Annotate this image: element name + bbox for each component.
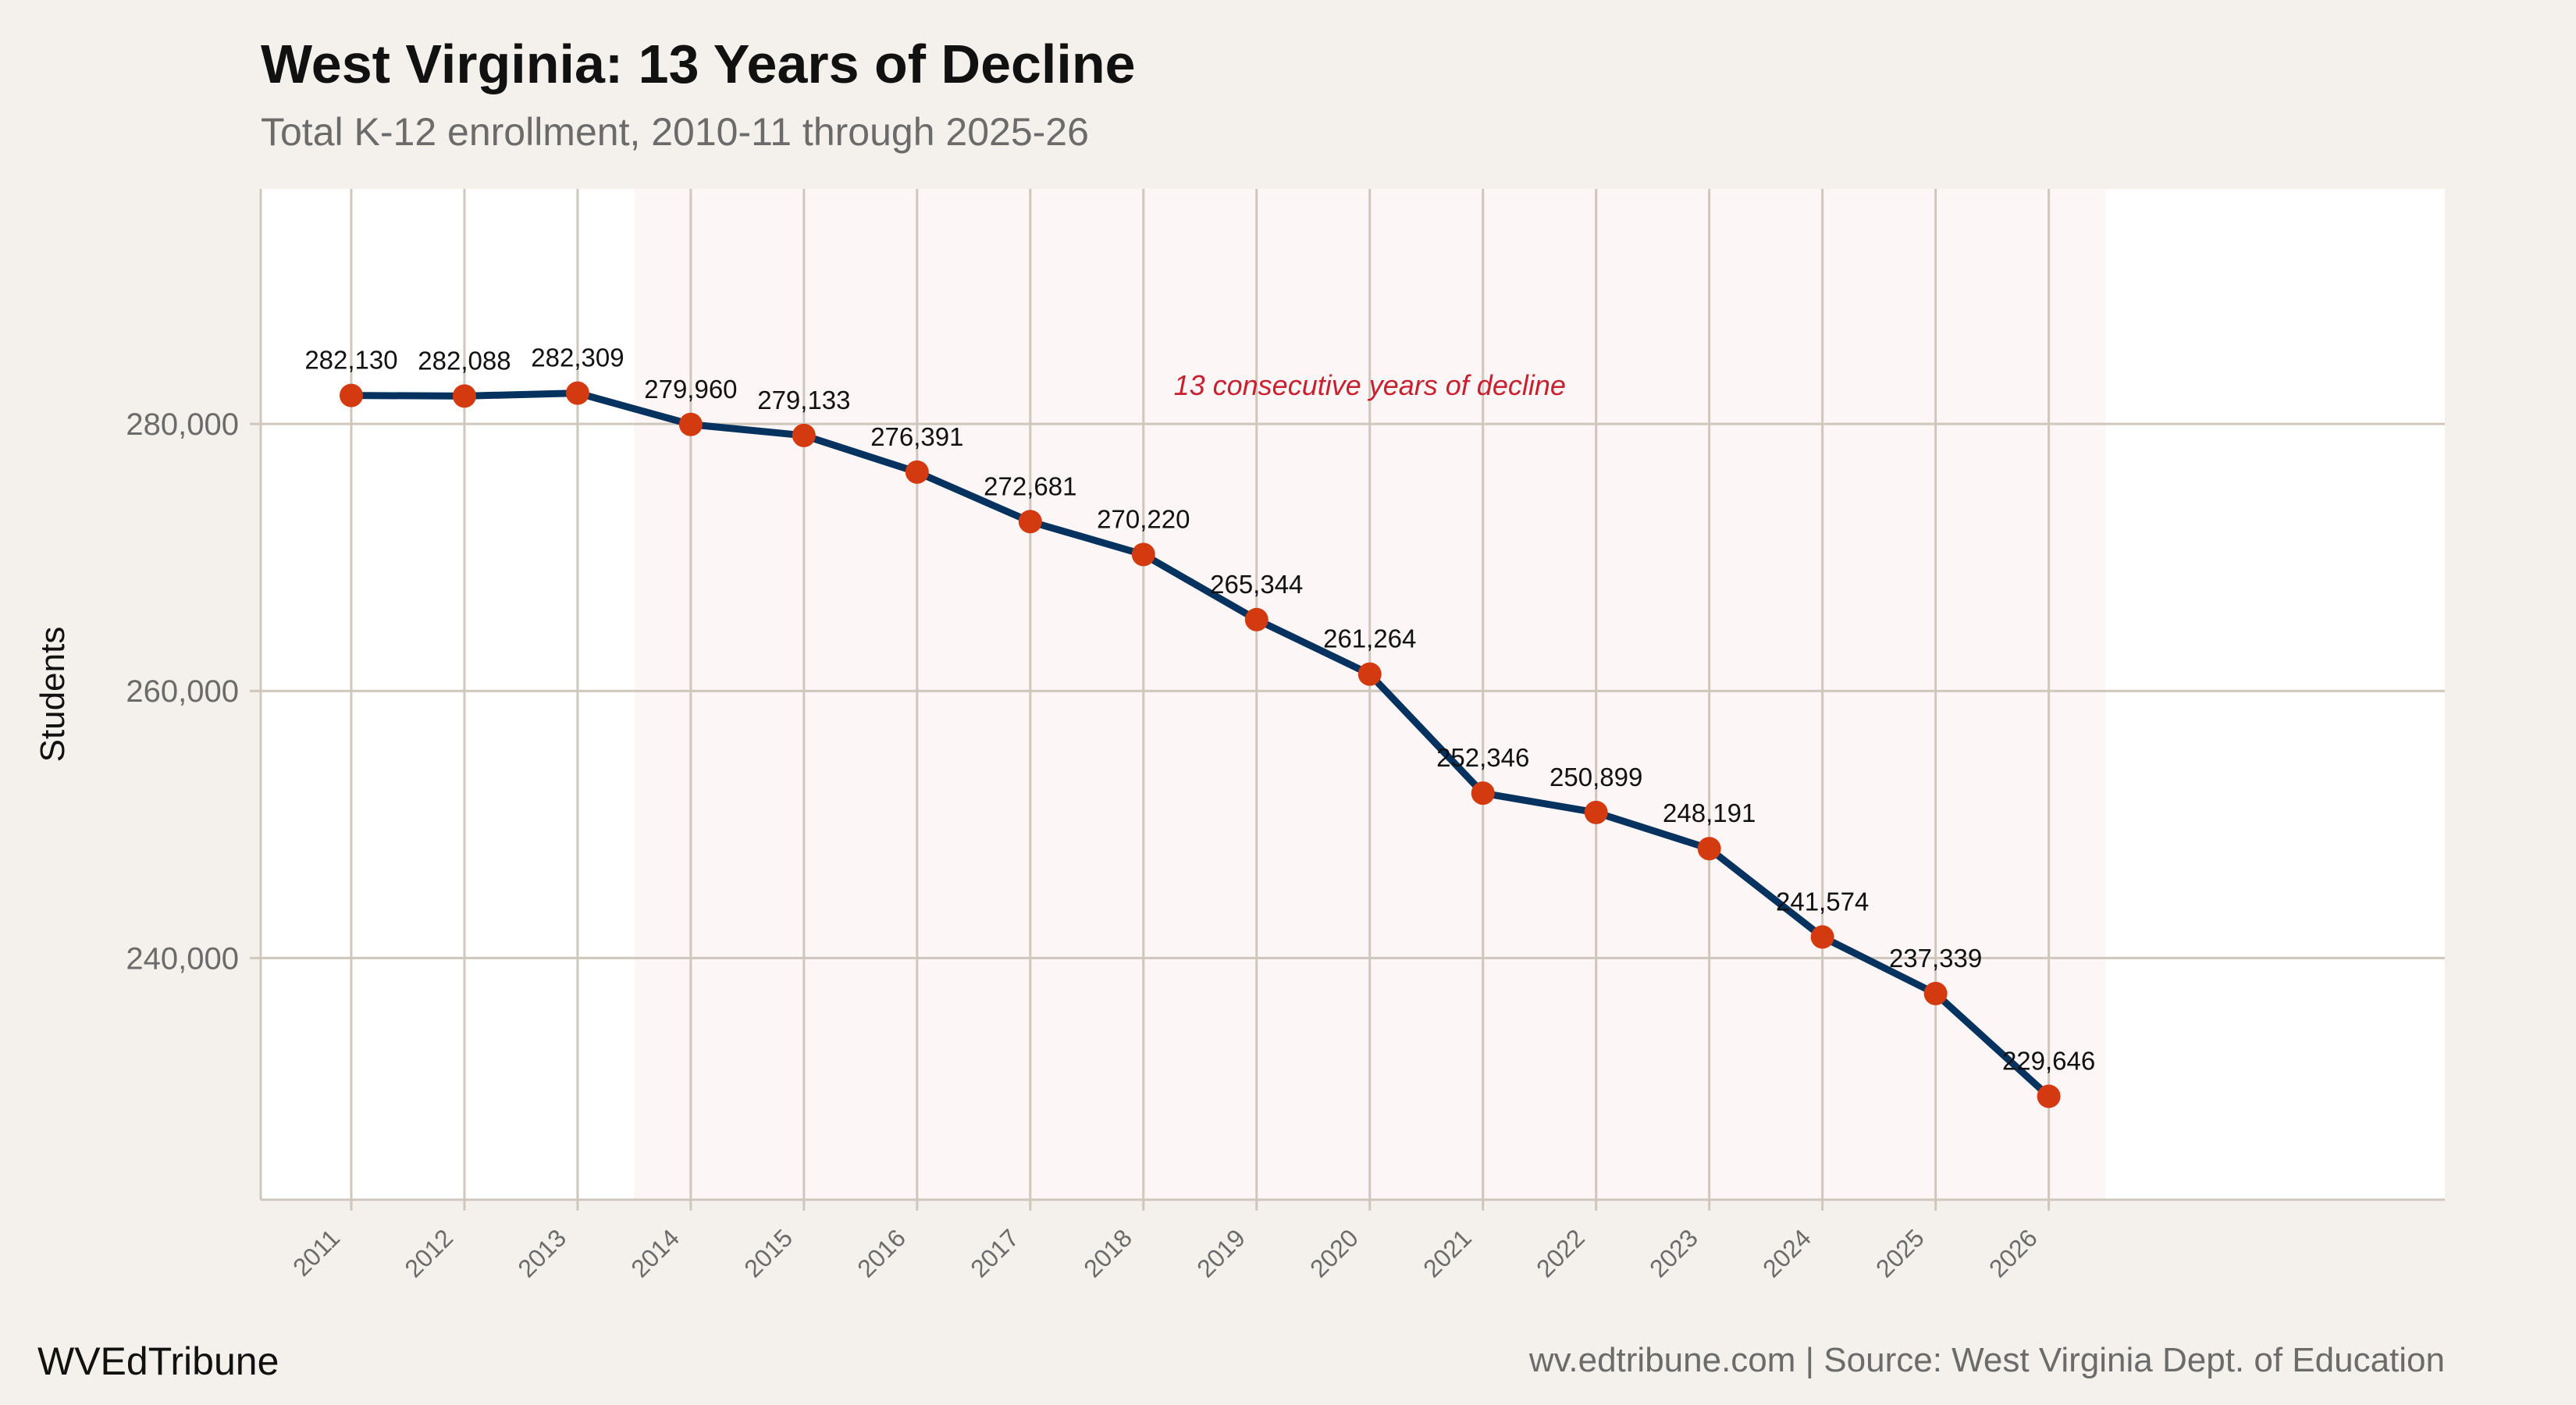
data-point <box>1357 662 1382 686</box>
data-label: 282,309 <box>531 343 624 372</box>
data-label: 265,344 <box>1210 570 1303 599</box>
data-point <box>1471 781 1495 806</box>
data-point <box>678 412 703 436</box>
data-label: 279,960 <box>644 375 737 404</box>
data-point <box>905 460 929 484</box>
brand-label: WVEdTribune <box>37 1339 279 1383</box>
x-tick-label: 2015 <box>738 1224 798 1283</box>
y-tick-label: 260,000 <box>126 674 239 709</box>
x-tick-label: 2011 <box>287 1224 345 1282</box>
x-tick-label: 2021 <box>1418 1224 1477 1283</box>
decline-annotation: 13 consecutive years of decline <box>1174 369 1566 401</box>
data-label: 261,264 <box>1323 624 1416 653</box>
data-label: 241,574 <box>1776 887 1869 916</box>
enrollment-line <box>350 389 2051 1099</box>
x-tick-label: 2025 <box>1870 1224 1930 1283</box>
data-label: 270,220 <box>1097 504 1190 533</box>
x-tick-label: 2023 <box>1644 1224 1703 1283</box>
y-axis-title: Students <box>34 627 72 763</box>
data-label: 276,391 <box>870 422 963 451</box>
source-caption: wv.edtribune.com | Source: West Virginia… <box>1528 1341 2445 1379</box>
data-label: 250,899 <box>1550 763 1642 791</box>
y-tick-label: 240,000 <box>126 941 239 976</box>
x-tick-label: 2022 <box>1531 1224 1590 1283</box>
x-tick-label: 2013 <box>512 1224 571 1283</box>
x-tick-label: 2019 <box>1191 1224 1251 1283</box>
data-point <box>1244 607 1268 631</box>
data-point <box>339 383 363 407</box>
data-point <box>1697 837 1721 861</box>
data-label: 248,191 <box>1663 799 1756 827</box>
data-label: 237,339 <box>1889 944 1982 973</box>
data-point <box>452 384 476 408</box>
data-point <box>1018 510 1042 534</box>
x-tick-label: 2016 <box>852 1224 911 1283</box>
data-label: 252,346 <box>1436 743 1529 772</box>
y-tick-label: 280,000 <box>126 407 239 442</box>
data-label: 282,088 <box>418 346 511 375</box>
data-label: 282,130 <box>304 346 397 375</box>
x-tick-label: 2024 <box>1757 1224 1816 1283</box>
data-point <box>792 423 816 447</box>
x-tick-label: 2014 <box>625 1224 685 1283</box>
x-tick-label: 2012 <box>399 1224 458 1283</box>
data-point <box>1131 542 1155 567</box>
data-point <box>1584 800 1608 824</box>
data-label: 279,133 <box>757 386 850 414</box>
chart-title: West Virginia: 13 Years of Decline <box>261 34 1136 94</box>
data-label: 272,681 <box>984 471 1076 500</box>
x-tick-label: 2026 <box>1984 1224 2043 1283</box>
chart-subtitle: Total K-12 enrollment, 2010-11 through 2… <box>261 110 1089 154</box>
data-point <box>1810 925 1834 949</box>
data-point <box>1923 981 1948 1005</box>
data-label: 229,646 <box>2002 1046 2095 1075</box>
x-tick-label: 2017 <box>965 1224 1024 1283</box>
data-point <box>565 381 589 405</box>
x-tick-label: 2018 <box>1078 1224 1137 1283</box>
x-tick-label: 2020 <box>1304 1224 1364 1283</box>
data-point <box>2037 1084 2061 1108</box>
